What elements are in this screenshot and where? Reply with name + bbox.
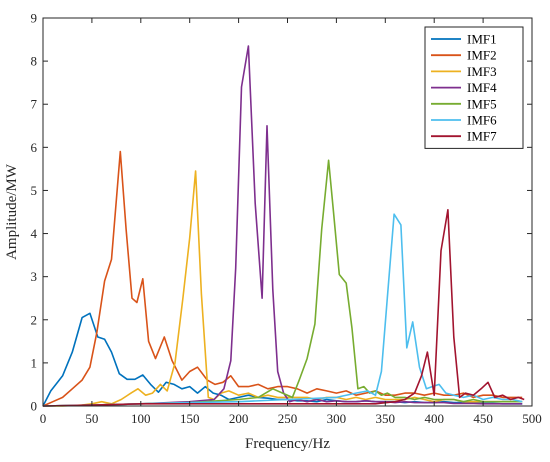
y-tick-label: 4 xyxy=(31,226,38,241)
x-axis-label: Frequency/Hz xyxy=(245,436,330,452)
x-tick-label: 500 xyxy=(522,411,542,426)
x-tick-label: 300 xyxy=(327,411,347,426)
y-tick-label: 0 xyxy=(31,399,38,414)
legend-label-imf4: IMF4 xyxy=(467,80,497,95)
y-axis-label: Amplitude/MW xyxy=(4,163,20,260)
y-tick-label: 7 xyxy=(31,97,38,112)
series-line-imf3 xyxy=(43,170,523,407)
y-tick-label: 9 xyxy=(31,11,38,26)
legend-label-imf1: IMF1 xyxy=(467,32,497,47)
x-tick-label: 450 xyxy=(473,411,493,426)
legend-label-imf6: IMF6 xyxy=(467,113,497,128)
x-tick-label: 50 xyxy=(85,411,98,426)
x-tick-label: 150 xyxy=(180,411,200,426)
series-line-imf4 xyxy=(42,45,523,407)
y-tick-label: 6 xyxy=(31,140,38,155)
legend-label-imf5: IMF5 xyxy=(467,96,497,111)
y-tick-label: 2 xyxy=(31,312,38,327)
x-tick-label: 250 xyxy=(278,411,298,426)
legend-label-imf3: IMF3 xyxy=(467,64,497,79)
x-tick-label: 100 xyxy=(131,411,151,426)
legend-label-imf7: IMF7 xyxy=(467,129,497,144)
series-line-imf7 xyxy=(42,209,525,407)
legend-label-imf2: IMF2 xyxy=(467,48,497,63)
axes: 0 50 100 150 200 250 300 350 400 450 500 0 1 2 3 4 5 6 7 8 9 xyxy=(31,11,542,427)
series-layer xyxy=(42,45,525,407)
x-tick-label: 400 xyxy=(424,411,444,426)
y-tick-label: 1 xyxy=(31,355,38,370)
series-line-imf5 xyxy=(42,159,523,407)
x-tick-label: 0 xyxy=(40,411,47,426)
series-line-imf6 xyxy=(42,213,523,407)
y-tick-label: 8 xyxy=(31,54,38,69)
x-tick-label: 200 xyxy=(229,411,249,426)
y-tick-label: 5 xyxy=(31,183,38,198)
x-tick-label: 350 xyxy=(376,411,396,426)
y-tick-label: 3 xyxy=(31,269,38,284)
